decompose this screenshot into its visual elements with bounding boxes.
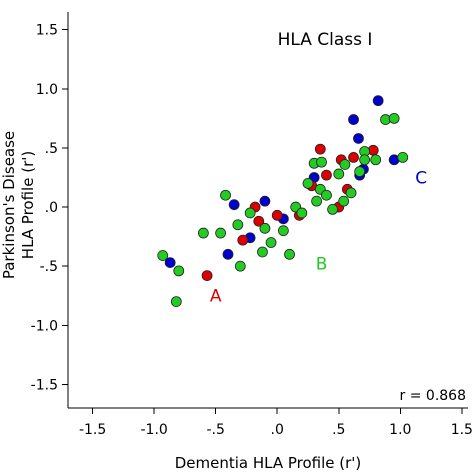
data-point (302, 178, 314, 189)
data-point (271, 209, 283, 221)
data-point (170, 296, 182, 308)
x-tick-label: 1.0 (389, 422, 411, 438)
data-point (333, 168, 345, 180)
data-point (321, 189, 332, 201)
data-point (237, 234, 249, 246)
group-annotations: A B C (210, 168, 427, 306)
axes (67, 12, 468, 409)
data-point (265, 237, 277, 248)
y-tick-label: 1.5 (36, 23, 58, 39)
y-tick-label: .5 (45, 141, 58, 157)
x-tick-label: .0 (271, 422, 284, 438)
data-point (234, 260, 246, 272)
data-point (257, 246, 268, 258)
y-tick-label: -1.5 (31, 377, 58, 393)
data-point (397, 151, 409, 163)
data-point (259, 222, 271, 234)
data-point (372, 95, 384, 107)
data-point (348, 114, 359, 125)
data-points (157, 95, 409, 308)
x-tick-label: .5 (332, 422, 345, 438)
data-point (311, 195, 323, 207)
group-label: A (210, 287, 222, 307)
x-tick-label: -1.0 (140, 422, 167, 438)
data-point (157, 250, 169, 261)
data-point (277, 225, 289, 237)
data-point (232, 219, 244, 231)
data-point (284, 248, 295, 260)
group-label: C (415, 168, 427, 188)
y-axis-title-line1: Parkinson's Disease (0, 131, 18, 279)
group-label: B (316, 255, 328, 275)
y-axis-title-line2: HLA Profile (r') (19, 151, 37, 259)
data-point (354, 166, 366, 177)
data-point (316, 156, 327, 168)
data-point (173, 265, 185, 277)
data-point (353, 133, 364, 144)
data-point (327, 204, 339, 215)
data-point (296, 207, 308, 219)
data-point (222, 248, 234, 260)
y-tick-label: 1.0 (36, 82, 58, 98)
data-point (321, 169, 332, 181)
data-point (339, 159, 351, 170)
y-tick-label: -1.0 (31, 318, 58, 334)
data-point (338, 195, 350, 207)
data-point (201, 270, 213, 282)
x-tick-label: -.5 (206, 422, 224, 438)
data-point (215, 227, 227, 239)
data-point (228, 199, 240, 211)
chart-title: HLA Class I (278, 30, 373, 50)
data-point (220, 189, 231, 201)
data-point (259, 195, 271, 207)
data-point (348, 151, 359, 163)
data-point (388, 112, 400, 124)
data-point (345, 187, 357, 199)
data-point (197, 227, 209, 239)
y-tick-label: -.5 (40, 259, 58, 275)
correlation-label: r = 0.868 (400, 388, 466, 404)
data-point (253, 215, 265, 227)
x-tick-label: -1.5 (79, 422, 106, 438)
data-point (314, 143, 326, 155)
data-point (244, 207, 256, 219)
data-point (370, 154, 382, 166)
data-point (164, 257, 176, 269)
ticks: -1.5 -1.0 -.5 .0 .5 1.0 1.5 1.5 1.0 .5 .0 -.5 -1.0 -1… (31, 23, 473, 438)
y-tick-label: .0 (45, 200, 58, 216)
x-axis-title: Dementia HLA Profile (r') (175, 454, 362, 472)
x-tick-label: 1.5 (451, 422, 473, 438)
data-point (359, 154, 371, 166)
